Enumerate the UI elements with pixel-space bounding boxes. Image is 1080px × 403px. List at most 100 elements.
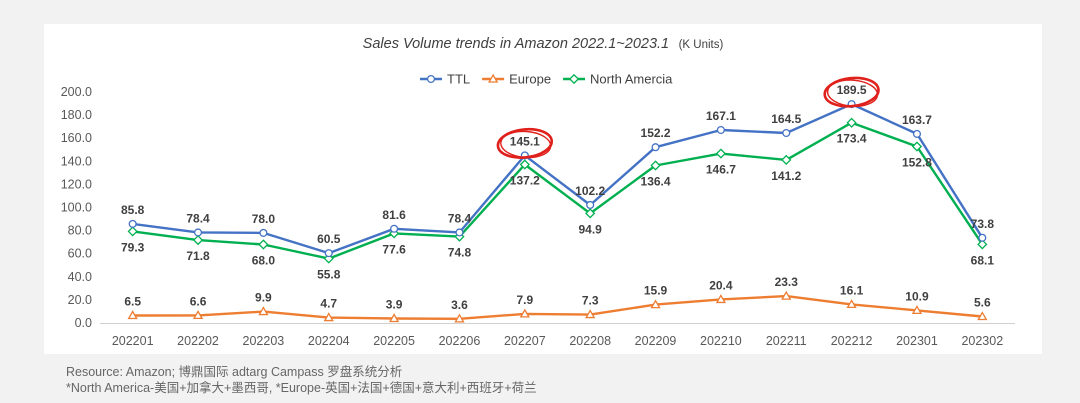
x-tick-label: 202301 — [896, 334, 938, 348]
data-label: 7.9 — [516, 293, 533, 307]
data-label: 164.5 — [771, 112, 801, 126]
data-point-marker — [192, 310, 204, 320]
data-label: 167.1 — [706, 109, 736, 123]
data-point-marker — [127, 310, 138, 320]
x-tick-label: 202205 — [373, 334, 415, 348]
data-point-marker — [192, 234, 204, 246]
data-label: 60.5 — [317, 232, 341, 246]
data-point-marker — [323, 253, 334, 264]
chart-card — [44, 24, 1042, 354]
data-label: 23.3 — [775, 275, 799, 289]
y-tick-label: 60.0 — [68, 247, 92, 261]
legend: TTL Europe North Amercia — [420, 72, 673, 87]
y-tick-label: 200.0 — [61, 85, 92, 99]
legend-item-north-amercia: North Amercia — [563, 72, 673, 87]
data-label: 68.1 — [971, 253, 995, 267]
data-label: 102.2 — [575, 184, 605, 198]
data-point-marker — [715, 148, 727, 159]
legend-label: TTL — [447, 72, 470, 87]
data-labels: 85.8 78.4 78.0 60.5 81.6 78.4 145.1 102.2 152.2 1… — [121, 83, 994, 312]
x-tick-label: 202204 — [308, 334, 350, 348]
data-label: 189.5 — [837, 83, 867, 97]
data-point-marker — [454, 313, 465, 323]
data-label: 16.1 — [840, 283, 864, 297]
data-point-marker — [911, 141, 923, 152]
highlight-circle-stroke — [826, 79, 879, 107]
highlight-circle-stroke — [500, 130, 552, 159]
data-point-marker — [426, 74, 436, 84]
data-label: 146.7 — [706, 163, 736, 177]
x-tick-label: 202202 — [177, 334, 219, 348]
data-point-marker — [585, 208, 596, 219]
data-point-marker — [781, 154, 792, 166]
data-point-marker — [388, 313, 400, 323]
data-label: 55.8 — [317, 268, 341, 282]
data-point-marker — [323, 312, 334, 322]
y-tick-label: 180.0 — [61, 108, 92, 122]
data-point-marker — [519, 159, 530, 170]
data-point-marker — [651, 143, 660, 152]
data-point-marker — [455, 228, 464, 237]
x-tick-label: 202302 — [961, 334, 1003, 348]
highlight-circles — [496, 76, 880, 159]
data-label: 136.4 — [641, 174, 671, 188]
data-point-marker — [258, 306, 269, 316]
data-point-marker — [324, 249, 333, 258]
data-point-marker — [978, 233, 987, 242]
data-point-marker — [912, 129, 922, 138]
data-label: 79.3 — [121, 240, 145, 254]
data-label: 85.8 — [121, 203, 145, 217]
data-label: 78.4 — [448, 211, 472, 225]
data-label: 15.9 — [644, 284, 668, 298]
data-point-marker — [781, 290, 792, 300]
footnote-source: Resource: Amazon; 博鼎国际 adtarg Campass 罗盘… — [66, 365, 403, 379]
series-line-north-amercia — [132, 121, 984, 260]
data-point-marker — [911, 305, 923, 315]
x-tick-label: 202208 — [569, 334, 611, 348]
data-point-marker — [585, 309, 596, 319]
data-label: 5.6 — [974, 296, 991, 310]
y-tick-label: 160.0 — [61, 131, 92, 145]
data-point-marker — [519, 308, 530, 318]
x-tick-label: 202203 — [243, 334, 285, 348]
data-point-marker — [128, 219, 137, 228]
footnote-definitions: *North America-美国+加拿大+墨西哥, *Europe-英国+法国… — [66, 381, 537, 395]
data-label: 3.6 — [451, 298, 468, 312]
chart-title-text: Sales Volume trends in Amazon 2022.1~202… — [363, 36, 669, 52]
data-label: 152.2 — [641, 126, 671, 140]
y-tick-label: 20.0 — [68, 293, 92, 307]
axes: 0.0 20.0 40.0 60.0 80.0 100.0 120.0 140.0 160.0 1… — [61, 85, 1015, 348]
x-tick-label: 202211 — [766, 334, 807, 348]
data-point-marker — [846, 299, 857, 309]
data-label: 6.6 — [190, 294, 207, 308]
data-label: 145.1 — [510, 134, 540, 148]
data-label: 71.8 — [186, 249, 210, 263]
data-label: 68.0 — [252, 253, 276, 267]
data-label: 94.9 — [578, 222, 602, 236]
data-label: 73.8 — [971, 217, 995, 231]
y-tick-label: 40.0 — [68, 270, 92, 284]
data-label: 77.6 — [382, 242, 406, 256]
data-point-marker — [488, 73, 499, 83]
data-point-marker — [716, 125, 725, 135]
data-point-marker — [127, 226, 138, 237]
data-point-marker — [782, 128, 791, 138]
data-point-marker — [390, 224, 399, 233]
data-label: 78.4 — [186, 211, 210, 225]
legend-item-europe: Europe — [482, 72, 551, 87]
data-label: 9.9 — [255, 291, 272, 305]
y-tick-label: 140.0 — [61, 154, 92, 168]
x-tick-label: 202209 — [635, 334, 677, 348]
legend-label: North Amercia — [590, 72, 673, 87]
chart-title-unit: (K Units) — [679, 39, 724, 51]
series-line-europe — [132, 294, 983, 320]
data-point-marker — [650, 160, 661, 171]
y-tick-label: 120.0 — [61, 177, 92, 191]
data-point-marker — [258, 239, 269, 250]
data-point-marker — [193, 228, 203, 237]
series-line-ttl — [132, 102, 984, 255]
data-point-marker — [846, 117, 857, 128]
data-label: 74.8 — [448, 246, 472, 260]
data-point-marker — [715, 294, 727, 304]
